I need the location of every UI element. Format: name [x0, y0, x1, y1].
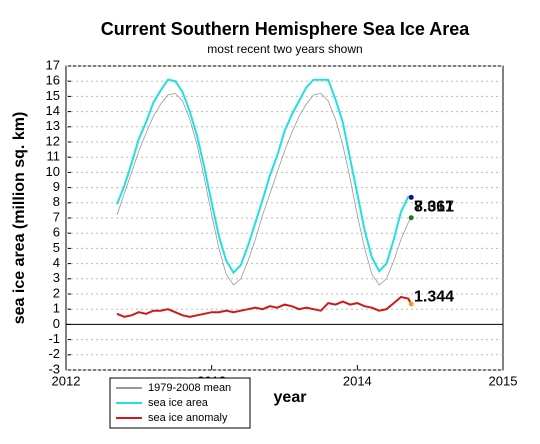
x-tick-label: 2014 — [343, 373, 372, 388]
chart-title: Current Southern Hemisphere Sea Ice Area — [101, 19, 470, 39]
y-axis-label: sea ice area (million sq. km) — [11, 112, 28, 325]
legend-label: sea ice anomaly — [148, 412, 228, 424]
y-tick-label: -1 — [48, 331, 60, 346]
x-tick-label: 2012 — [52, 373, 81, 388]
y-tick-label: -3 — [48, 361, 60, 376]
annotation: 1.344 — [414, 288, 454, 305]
annotation: 7.017 — [414, 199, 454, 216]
legend-label: 1979-2008 mean — [148, 382, 231, 394]
x-axis-label: year — [274, 389, 307, 406]
y-tick-label: 6 — [53, 225, 60, 240]
y-tick-label: 13 — [46, 118, 60, 133]
y-tick-label: 1 — [53, 301, 60, 316]
end-dot — [408, 215, 414, 221]
y-tick-label: 16 — [46, 73, 60, 88]
series-line — [116, 92, 412, 286]
y-tick-label: -2 — [48, 346, 60, 361]
series-line — [116, 78, 412, 275]
y-tick-label: 12 — [46, 133, 60, 148]
y-tick-label: 17 — [46, 57, 60, 72]
chart-subtitle: most recent two years shown — [207, 42, 362, 56]
y-tick-label: 9 — [53, 179, 60, 194]
y-tick-label: 4 — [53, 255, 60, 270]
annotation: 8.361 — [414, 199, 454, 216]
y-tick-label: 2 — [53, 285, 60, 300]
y-tick-label: 3 — [53, 270, 60, 285]
y-tick-label: 0 — [53, 316, 60, 331]
series-line — [116, 295, 413, 318]
end-dot — [408, 301, 414, 307]
y-tick-label: 15 — [46, 88, 60, 103]
y-tick-label: 5 — [53, 240, 60, 255]
x-tick-label: 2015 — [489, 373, 518, 388]
legend-label: sea ice area — [148, 397, 209, 409]
y-tick-label: 11 — [47, 149, 61, 164]
end-dot — [408, 194, 414, 200]
y-tick-label: 10 — [46, 164, 60, 179]
y-tick-label: 7 — [53, 209, 60, 224]
y-tick-label: 8 — [53, 194, 60, 209]
y-tick-label: 14 — [46, 103, 60, 118]
